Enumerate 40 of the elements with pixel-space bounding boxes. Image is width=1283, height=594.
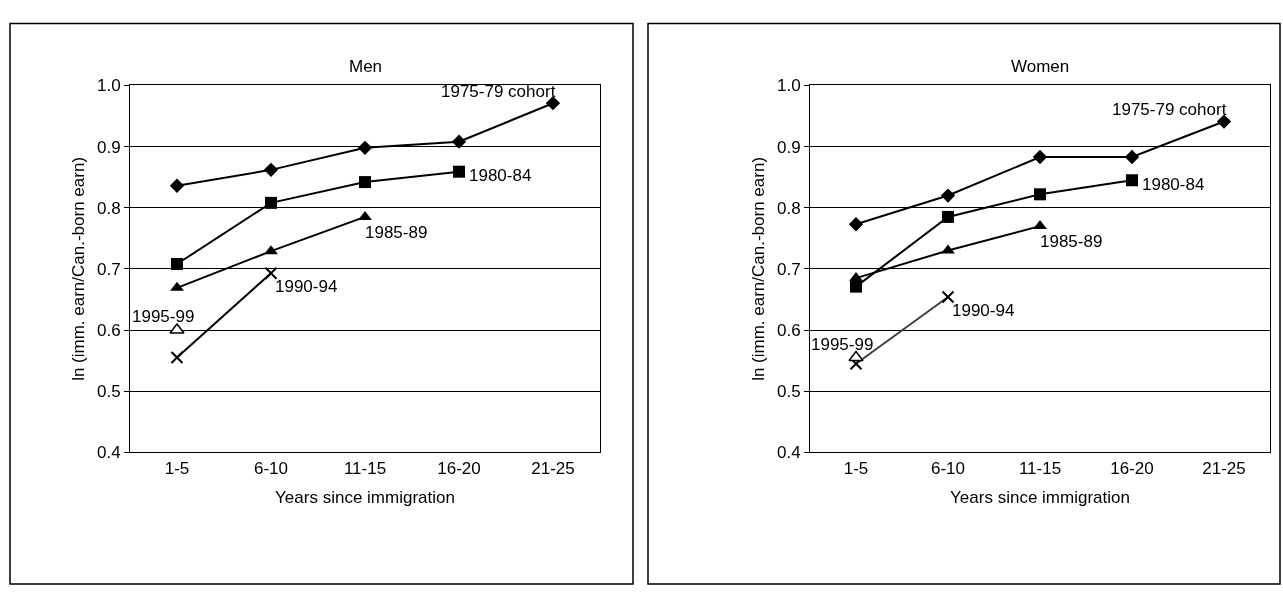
series-label: 1995-99 [132, 307, 195, 326]
series-label: 1990-94 [275, 277, 338, 296]
x-tick-label: 6-10 [253, 458, 289, 478]
series-label: 1975-79 cohort [1112, 100, 1227, 119]
x-tick-label: 11-15 [343, 458, 387, 478]
y-tick-label: 0.8 [96, 198, 121, 218]
y-tick-label: 0.4 [776, 443, 801, 463]
series-label: 1980-84 [1142, 175, 1205, 194]
series-label: 1975-79 cohort [441, 82, 556, 101]
x-tick-label: 16-20 [1110, 458, 1154, 478]
x-tick-label: 21-25 [531, 458, 575, 478]
y-tick-label: 0.8 [776, 198, 801, 218]
y-axis-title: ln (imm. earn/Can.-born earn) [748, 156, 768, 381]
y-tick-label: 0.5 [96, 382, 121, 402]
y-tick-label: 0.6 [96, 321, 121, 340]
series-label: 1980-84 [469, 166, 532, 185]
y-tick-label: 0.5 [776, 382, 801, 402]
series-label: 1990-94 [952, 301, 1015, 320]
x-tick-label: 1-5 [843, 458, 869, 478]
legend-label: 1995-99 [811, 335, 874, 354]
x-tick-label: 11-15 [1018, 458, 1062, 478]
x-axis-title: Years since immigration [950, 488, 1130, 508]
x-tick-label: 6-10 [930, 458, 966, 478]
series-label: 1985-89 [365, 223, 428, 242]
x-tick-label: 16-20 [437, 458, 481, 478]
chart-title: Men [349, 57, 383, 76]
series-label: 1985-89 [1040, 232, 1103, 251]
y-tick-label: 0.9 [776, 137, 801, 157]
y-axis-title: ln (imm. earn/Can.-born earn) [68, 156, 88, 381]
y-tick-label: 0.6 [776, 321, 801, 340]
x-tick-label: 21-25 [1202, 458, 1246, 478]
y-tick-label: 0.4 [96, 443, 121, 463]
y-tick-label: 0.9 [96, 137, 121, 157]
x-tick-label: 1-5 [164, 458, 190, 478]
y-tick-label: 1.0 [776, 76, 801, 96]
x-axis-title: Years since immigration [275, 488, 455, 508]
y-tick-label: 0.7 [776, 259, 801, 279]
y-tick-label: 0.7 [96, 259, 121, 279]
y-tick-label: 1.0 [96, 76, 121, 96]
chart-title: Women [1011, 57, 1070, 76]
